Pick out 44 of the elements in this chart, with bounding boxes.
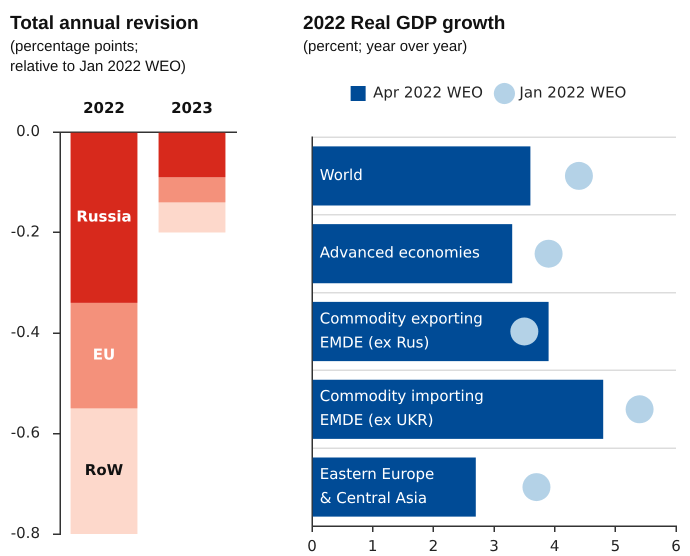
y-tick-label: Commodity importing EMDE (ex UKR) [320,387,484,430]
y-tick-label: 0.0 [16,122,40,140]
x-tick-label: 6 [671,536,681,555]
x-tick-label: 2 [428,536,438,555]
legend-label: Apr 2022 WEO [373,83,483,102]
bar [158,177,226,202]
bar [312,146,530,206]
x-tick-label: 1 [368,536,378,555]
chart-title: 2022 Real GDP growth [303,12,506,35]
bar [312,224,512,284]
series-label: RoW [84,461,124,480]
legend-label: Jan 2022 WEO [518,83,626,102]
bar [158,202,226,232]
point [626,395,654,424]
x-tick-label: 2023 [171,98,213,117]
x-tick-label: 5 [610,536,620,555]
y-tick-label: World [320,166,363,184]
x-tick-label: 4 [550,536,560,555]
x-tick-label: 3 [489,536,499,555]
bar [70,132,138,303]
point [510,318,538,346]
bar [70,302,138,408]
y-tick-label: Advanced economies [320,244,480,262]
x-tick-label: 2022 [83,98,125,117]
bar [312,458,476,517]
y-tick-label: -0.4 [10,322,40,341]
bar [158,132,226,178]
point [522,473,550,502]
y-tick-label: Eastern Europe & Central Asia [320,464,434,507]
point [534,240,563,268]
x-tick-label: 0 [307,536,317,555]
bar [312,302,549,362]
series-label: Russia [76,208,132,226]
chart-subtitle: (percent; year over year) [303,37,468,57]
chart-subtitle: (percentage points; relative to Jan 2022 WEO) [10,37,186,77]
point [564,162,593,190]
y-tick-label: -0.6 [10,423,40,442]
y-tick-label: -0.8 [10,524,40,542]
y-tick-label: Commodity exporting EMDE (ex Rus) [320,309,483,352]
bar [312,380,604,439]
series-label: EU [92,346,116,364]
bar [70,408,138,534]
y-tick-label: -0.2 [10,222,40,240]
chart-title: Total annual revision [10,12,199,35]
